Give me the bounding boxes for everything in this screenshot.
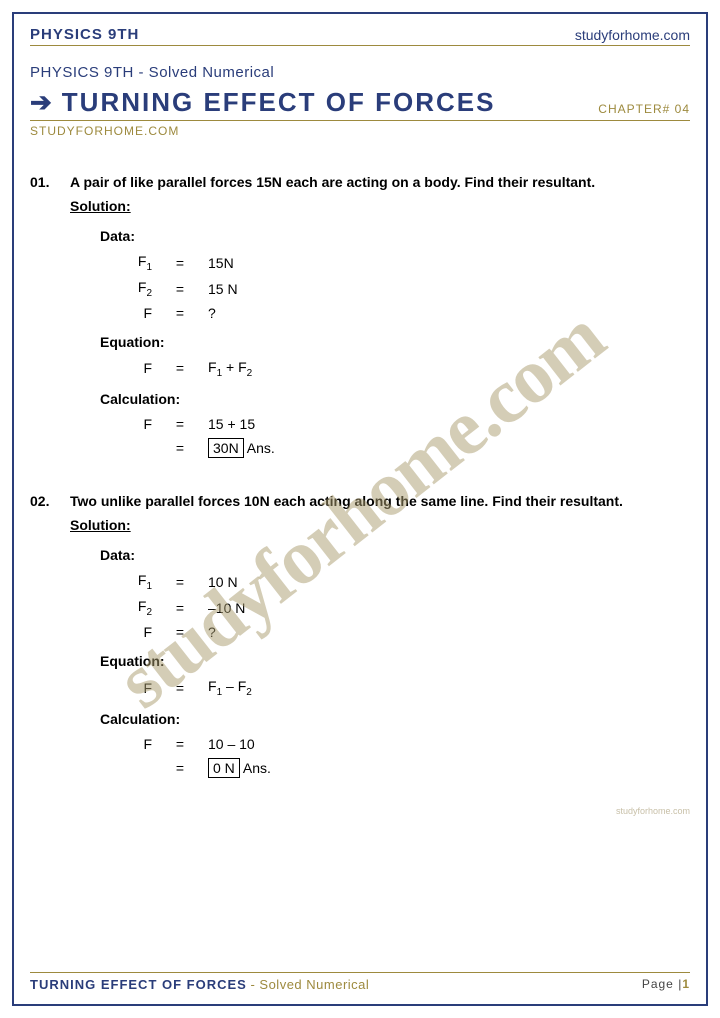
equation-table: F=F1 + F2 — [100, 356, 260, 382]
eq-lhs: F — [100, 733, 160, 755]
solution-label: Solution: — [70, 517, 690, 533]
eq-sign: = — [160, 755, 200, 781]
footer-sub: - Solved Numerical — [250, 977, 369, 992]
content-area: 01.A pair of like parallel forces 15N ea… — [30, 174, 690, 781]
equation-row: F=? — [100, 621, 253, 643]
eq-rhs: 10 – 10 — [200, 733, 279, 755]
eq-lhs: F — [100, 302, 160, 324]
solution-label: Solution: — [70, 198, 690, 214]
equation-row: F=F1 – F2 — [100, 675, 260, 701]
eq-rhs: 30N Ans. — [200, 435, 283, 461]
problem-text: A pair of like parallel forces 15N each … — [70, 174, 690, 190]
equation-row: =30N Ans. — [100, 435, 283, 461]
equation-row: F1=10 N — [100, 569, 253, 595]
title-row: ➔ TURNING EFFECT OF FORCES CHAPTER# 04 — [30, 87, 690, 121]
problem-number: 01. — [30, 174, 70, 190]
eq-rhs: F1 – F2 — [200, 675, 260, 701]
footer-right: Page |1 — [642, 977, 690, 992]
problem: 01.A pair of like parallel forces 15N ea… — [30, 174, 690, 461]
arrow-icon: ➔ — [30, 87, 52, 118]
equation-row: F2=–10 N — [100, 595, 253, 621]
footer-left: TURNING EFFECT OF FORCES - Solved Numeri… — [30, 977, 369, 992]
eq-lhs: F — [100, 356, 160, 382]
header-left: PHYSICS 9TH — [30, 26, 139, 43]
page-label: Page | — [642, 977, 682, 991]
equation-table: F1=15NF2=15 NF=? — [100, 250, 246, 324]
equation-row: =0 N Ans. — [100, 755, 279, 781]
title-left: ➔ TURNING EFFECT OF FORCES — [30, 87, 495, 118]
equation-label: Equation: — [100, 653, 690, 669]
eq-rhs: 15N — [200, 250, 246, 276]
eq-sign: = — [160, 621, 200, 643]
eq-rhs: 15 N — [200, 276, 246, 302]
eq-sign: = — [160, 675, 200, 701]
eq-lhs: F — [100, 675, 160, 701]
eq-rhs: 10 N — [200, 569, 253, 595]
eq-lhs — [100, 755, 160, 781]
problem-number: 02. — [30, 493, 70, 509]
eq-sign: = — [160, 435, 200, 461]
eq-lhs — [100, 435, 160, 461]
eq-sign: = — [160, 276, 200, 302]
eq-lhs: F1 — [100, 569, 160, 595]
main-title: TURNING EFFECT OF FORCES — [62, 87, 496, 118]
calculation-label: Calculation: — [100, 711, 690, 727]
equation-table: F1=10 NF2=–10 NF=? — [100, 569, 253, 643]
equation-table: F=F1 – F2 — [100, 675, 260, 701]
boxed-answer: 30N — [208, 438, 244, 458]
equation-table: F=15 + 15=30N Ans. — [100, 413, 283, 461]
eq-lhs: F1 — [100, 250, 160, 276]
data-label: Data: — [100, 547, 690, 563]
equation-row: F1=15N — [100, 250, 246, 276]
boxed-answer: 0 N — [208, 758, 240, 778]
header-right: studyforhome.com — [575, 27, 690, 43]
data-label: Data: — [100, 228, 690, 244]
equation-row: F=10 – 10 — [100, 733, 279, 755]
footer: TURNING EFFECT OF FORCES - Solved Numeri… — [30, 972, 690, 992]
problem: 02.Two unlike parallel forces 10N each a… — [30, 493, 690, 780]
eq-sign: = — [160, 250, 200, 276]
equation-row: F2=15 N — [100, 276, 246, 302]
subtitle: PHYSICS 9TH - Solved Numerical — [30, 64, 690, 81]
eq-lhs: F2 — [100, 595, 160, 621]
top-header: PHYSICS 9TH studyforhome.com — [30, 26, 690, 46]
page-number: 1 — [682, 977, 690, 991]
equation-row: F=15 + 15 — [100, 413, 283, 435]
eq-rhs: ? — [200, 302, 246, 324]
footer-title: TURNING EFFECT OF FORCES — [30, 977, 247, 992]
calculation-label: Calculation: — [100, 391, 690, 407]
eq-lhs: F — [100, 413, 160, 435]
eq-rhs: –10 N — [200, 595, 253, 621]
eq-sign: = — [160, 569, 200, 595]
eq-sign: = — [160, 595, 200, 621]
eq-sign: = — [160, 356, 200, 382]
eq-rhs: 0 N Ans. — [200, 755, 279, 781]
equation-row: F=F1 + F2 — [100, 356, 260, 382]
eq-rhs: ? — [200, 621, 253, 643]
eq-sign: = — [160, 413, 200, 435]
equation-table: F=10 – 10=0 N Ans. — [100, 733, 279, 781]
site-line: STUDYFORHOME.COM — [30, 124, 690, 138]
equation-label: Equation: — [100, 334, 690, 350]
eq-sign: = — [160, 733, 200, 755]
eq-lhs: F — [100, 621, 160, 643]
eq-lhs: F2 — [100, 276, 160, 302]
page-content: PHYSICS 9TH studyforhome.com PHYSICS 9TH… — [30, 26, 690, 992]
eq-sign: = — [160, 302, 200, 324]
side-watermark: studyforhome.com — [616, 806, 690, 816]
equation-row: F=? — [100, 302, 246, 324]
problem-text: Two unlike parallel forces 10N each acti… — [70, 493, 690, 509]
eq-rhs: F1 + F2 — [200, 356, 260, 382]
chapter-label: CHAPTER# 04 — [598, 102, 690, 118]
eq-rhs: 15 + 15 — [200, 413, 283, 435]
